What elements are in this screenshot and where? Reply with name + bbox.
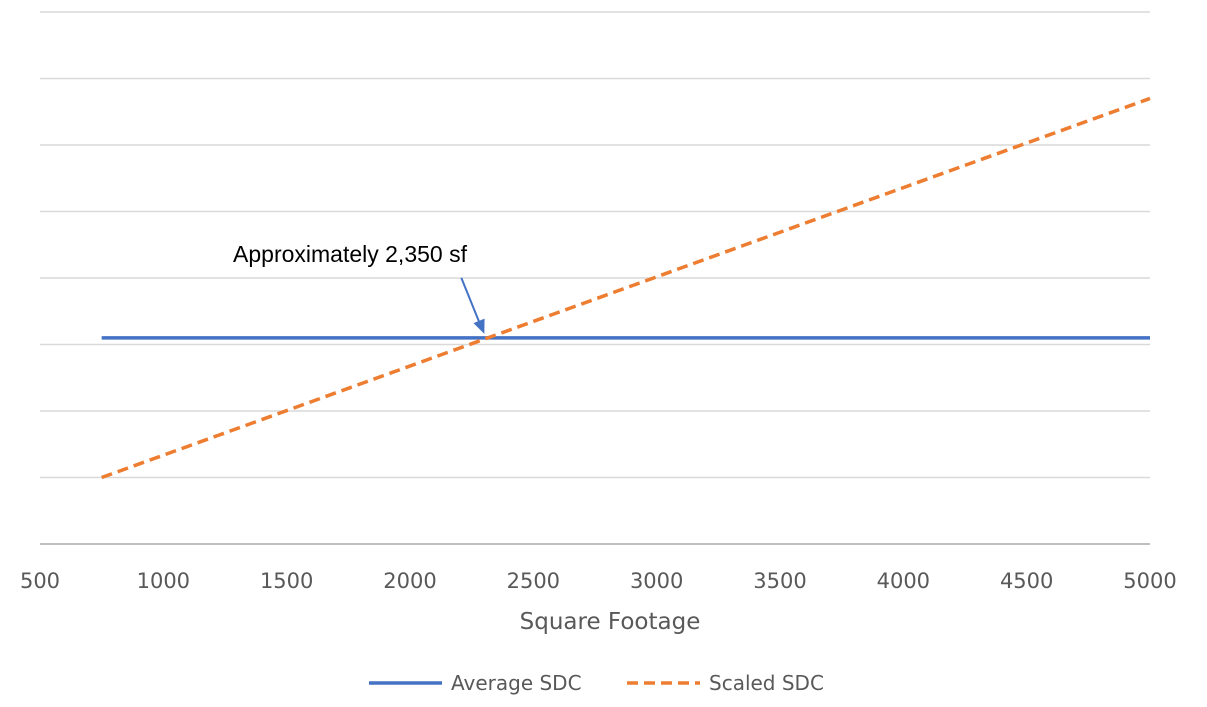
x-tick-label: 1500 xyxy=(260,569,313,593)
legend-label-average-sdc: Average SDC xyxy=(451,671,582,695)
x-tick-label: 3500 xyxy=(753,569,806,593)
x-tick-label: 1000 xyxy=(137,569,190,593)
x-tick-label: 4500 xyxy=(1000,569,1053,593)
x-tick-label: 2500 xyxy=(507,569,560,593)
annotation-layer: Approximately 2,350 sf xyxy=(233,241,485,334)
x-tick-label: 5000 xyxy=(1123,569,1176,593)
annotation-arrow-shaft xyxy=(460,277,482,326)
series-layer xyxy=(101,96,1151,480)
annotation-text: Approximately 2,350 sf xyxy=(233,241,468,267)
x-tick-label: 4000 xyxy=(877,569,930,593)
legend-label-scaled-sdc: Scaled SDC xyxy=(709,671,824,695)
gridlines xyxy=(40,11,1150,479)
annotation-arrowhead xyxy=(473,318,485,334)
x-axis-title: Square Footage xyxy=(520,609,701,635)
x-axis: 500 1000 1500 2000 2500 3000 3500 4000 4500 5000 xyxy=(20,543,1177,593)
x-tick-label: 2000 xyxy=(383,569,436,593)
x-tick-label: 3000 xyxy=(630,569,683,593)
x-tick-label: 500 xyxy=(20,569,60,593)
series-line-scaled-sdc xyxy=(101,96,1151,480)
legend: Average SDC Scaled SDC xyxy=(369,671,824,695)
